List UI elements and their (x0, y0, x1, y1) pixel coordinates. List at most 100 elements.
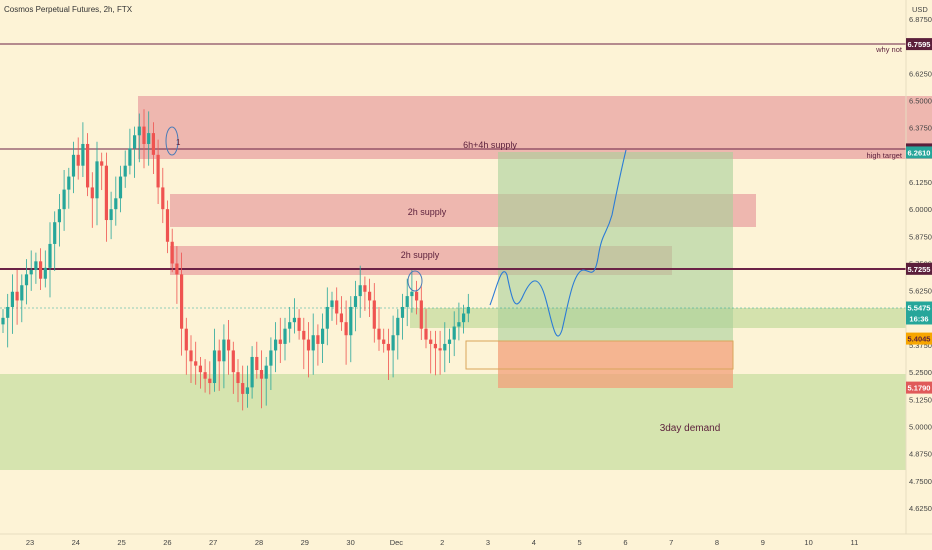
x-tick-label: 25 (117, 538, 125, 547)
candle-body (170, 241, 174, 264)
candle-body (405, 296, 409, 307)
candle-body (109, 209, 113, 221)
candlestick-series (1, 109, 470, 411)
candle-body (438, 348, 442, 351)
candle-body (349, 306, 353, 336)
candle-body (48, 243, 52, 268)
price-tag-label: 6.7595 (908, 40, 931, 49)
time-axis[interactable]: 23 24 25 26 27 28 29 30 Dec 2 3 4 5 6 7 8 9 10 11 (0, 533, 932, 547)
candle-body (391, 335, 395, 351)
candle-body (339, 313, 343, 323)
x-tick-label: 3 (486, 538, 490, 547)
candle-body (400, 306, 405, 318)
label-6h4h-supply: 6h+4h supply (463, 140, 517, 150)
candle-body (175, 263, 179, 275)
candle-body (57, 209, 61, 223)
label-why-not: why not (875, 45, 903, 54)
supply-zone-6h4h[interactable] (138, 96, 932, 159)
candle-body (330, 300, 334, 307)
price-tag-label: 6.2610 (908, 148, 931, 157)
demand-zone-3day[interactable] (0, 374, 906, 470)
candle-body (142, 126, 146, 144)
candle-body (161, 187, 165, 210)
x-tick-label: 27 (209, 538, 217, 547)
candle-body (104, 165, 108, 221)
candle-body (292, 317, 296, 323)
candle-body (278, 339, 282, 344)
candle-body (462, 313, 466, 323)
candle-body (415, 291, 419, 301)
candle-body (147, 133, 151, 144)
y-tick-label: 5.2500 (909, 368, 932, 377)
y-tick-label: 6.3750 (909, 124, 932, 133)
candle-body (311, 335, 315, 351)
candle-body (114, 198, 118, 210)
candle-body (288, 322, 292, 329)
candle-body (180, 274, 184, 329)
x-tick-label: 24 (72, 538, 80, 547)
candle-body (6, 306, 10, 318)
price-tag-label: 16:36 (909, 314, 928, 323)
currency-label: USD (912, 5, 928, 14)
chart-title: Cosmos Perpetual Futures, 2h, FTX (4, 5, 133, 14)
price-tag-label: 5.7255 (908, 265, 931, 274)
candle-body (306, 339, 311, 351)
x-tick-label: 4 (532, 538, 536, 547)
candle-body (433, 343, 437, 349)
candle-body (53, 222, 57, 244)
marker-circle-2 (407, 270, 423, 292)
candle-body (222, 339, 226, 362)
y-tick-label: 4.7500 (909, 477, 932, 486)
x-tick-label: 29 (301, 538, 309, 547)
position-loss-zone[interactable] (498, 341, 733, 388)
candle-body (236, 372, 240, 384)
price-tag-bg (906, 332, 932, 345)
position-profit-zone[interactable] (498, 152, 733, 341)
price-tag-bg (906, 146, 932, 159)
y-tick-label: 4.6250 (909, 504, 932, 513)
x-tick-label: Dec (390, 538, 404, 547)
candle-body (250, 356, 254, 388)
marker-circle-1 (165, 126, 179, 156)
candle-body (217, 350, 221, 362)
y-tick-label: 6.8750 (909, 15, 932, 24)
candle-body (128, 148, 132, 166)
candle-body (203, 372, 207, 379)
candle-body (43, 267, 47, 279)
label-2h-supply-b: 2h supply (401, 250, 440, 260)
candle-body (386, 343, 390, 351)
x-tick-labels: 23 24 25 26 27 28 29 30 Dec 2 3 4 5 6 7 8 9 10 11 (26, 538, 858, 547)
x-tick-label: 7 (669, 538, 673, 547)
candle-body (194, 361, 198, 366)
candle-body (198, 365, 202, 373)
candle-body (419, 300, 423, 329)
candle-body (133, 135, 137, 149)
candle-body (81, 143, 85, 166)
candle-body (245, 387, 249, 394)
candle-body (29, 270, 33, 275)
zones (0, 96, 932, 470)
candle-body (241, 383, 245, 394)
candle-body (335, 300, 339, 314)
candle-body (410, 291, 414, 297)
price-axis[interactable]: USD 6.87506.75006.62506.50006.37506.2500… (905, 0, 932, 534)
price-tag-label: 5.5475 (908, 304, 931, 313)
candle-body (156, 154, 160, 188)
candle-body (363, 285, 367, 292)
candle-body (377, 328, 381, 340)
candle-body (39, 261, 43, 279)
candle-body (184, 328, 188, 351)
candle-body (466, 306, 470, 314)
candle-body (24, 274, 29, 286)
candle-body (452, 326, 456, 340)
x-tick-label: 26 (163, 538, 171, 547)
candle-body (123, 165, 127, 177)
y-tick-label: 6.1250 (909, 178, 932, 187)
candle-body (95, 161, 99, 199)
y-tick-label: 6.0000 (909, 205, 932, 214)
y-tick-label: 5.1250 (909, 395, 932, 404)
price-tag-label: 5.1790 (908, 384, 931, 393)
candle-body (227, 339, 231, 351)
candle-body (372, 300, 376, 329)
